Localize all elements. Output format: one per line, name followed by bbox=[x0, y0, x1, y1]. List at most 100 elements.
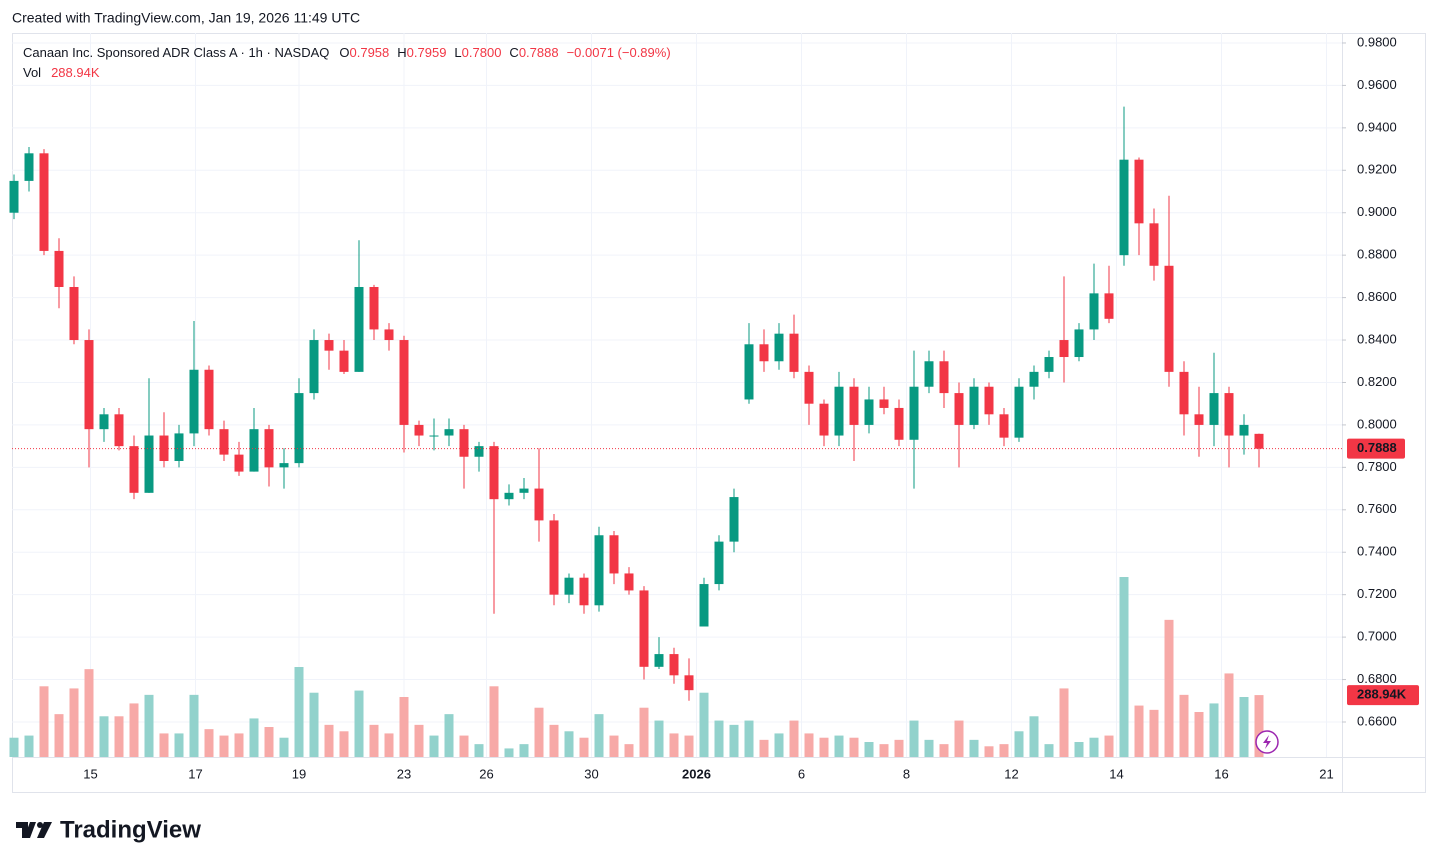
y-tick-label: 0.7600 bbox=[1357, 501, 1397, 516]
volume-bar bbox=[819, 737, 829, 757]
candle-body bbox=[1239, 424, 1249, 436]
candle-body bbox=[444, 429, 454, 436]
ohlc-value: 0.7959 bbox=[407, 45, 447, 60]
volume-bar bbox=[579, 737, 589, 757]
volume-bar bbox=[699, 692, 709, 757]
volume-bar bbox=[204, 729, 214, 757]
volume-bar bbox=[759, 739, 769, 757]
volume-bar bbox=[159, 733, 169, 757]
volume-bar bbox=[1029, 716, 1039, 757]
volume-bar bbox=[114, 716, 124, 757]
candle-body bbox=[24, 153, 34, 181]
candle-body bbox=[924, 361, 934, 387]
last-price-tag bbox=[1347, 438, 1405, 459]
volume-bar bbox=[1149, 709, 1159, 757]
candle-body bbox=[954, 393, 964, 425]
volume-bar bbox=[999, 744, 1009, 757]
candle-body bbox=[789, 333, 799, 372]
volume-bar bbox=[1164, 619, 1174, 757]
y-tick-label: 0.9800 bbox=[1357, 34, 1397, 49]
candle-body bbox=[909, 386, 919, 440]
volume-bar bbox=[519, 744, 529, 757]
volume-bar bbox=[264, 727, 274, 757]
x-tick-label: 19 bbox=[292, 766, 306, 781]
candle-body bbox=[549, 520, 559, 595]
volume-bar bbox=[654, 720, 664, 757]
ohlc-value: 0.7958 bbox=[350, 45, 390, 60]
candle-body bbox=[609, 535, 619, 574]
candle-body bbox=[849, 386, 859, 425]
volume-tag bbox=[1347, 685, 1419, 706]
vol-value: 288.94K bbox=[51, 65, 100, 80]
x-tick-label: 16 bbox=[1214, 766, 1228, 781]
x-tick-label: 12 bbox=[1004, 766, 1018, 781]
x-tick-label: 2026 bbox=[682, 766, 711, 781]
volume-bar bbox=[1254, 695, 1264, 757]
volume-bar bbox=[294, 667, 304, 757]
x-tick-label: 6 bbox=[798, 766, 805, 781]
candle-body bbox=[1164, 265, 1174, 372]
candle-body bbox=[474, 446, 484, 457]
candle-body bbox=[1044, 357, 1054, 372]
legend-title: Canaan Inc. Sponsored ADR Class A · 1h ·… bbox=[23, 45, 329, 60]
ohlc-value: 0.7800 bbox=[462, 45, 502, 60]
candle-body bbox=[99, 414, 109, 430]
candle-body bbox=[819, 403, 829, 436]
volume-bar bbox=[1044, 744, 1054, 757]
candle-body bbox=[144, 435, 154, 493]
volume-bar bbox=[234, 733, 244, 757]
candle-body bbox=[1224, 393, 1234, 436]
volume-bar bbox=[549, 724, 559, 757]
x-tick-label: 8 bbox=[903, 766, 910, 781]
candle-body bbox=[264, 429, 274, 468]
volume-bar bbox=[144, 694, 154, 757]
candle-body bbox=[1014, 386, 1024, 438]
volume-bar bbox=[324, 724, 334, 757]
candle-body bbox=[624, 573, 634, 591]
candle-body bbox=[984, 386, 994, 415]
volume-bar bbox=[54, 714, 64, 757]
volume-bar bbox=[459, 735, 469, 757]
candle-body bbox=[684, 675, 694, 691]
volume-bar bbox=[189, 694, 199, 757]
candle-body bbox=[1104, 293, 1114, 319]
volume-bar bbox=[489, 686, 499, 757]
candle-body bbox=[699, 584, 709, 627]
volume-bar bbox=[1134, 705, 1144, 757]
y-tick-label: 0.8000 bbox=[1357, 416, 1397, 431]
y-tick-label: 0.7800 bbox=[1357, 459, 1397, 474]
candle-body bbox=[279, 463, 289, 468]
volume-bar bbox=[444, 714, 454, 757]
candle-body bbox=[1074, 329, 1084, 358]
volume-bar bbox=[1179, 694, 1189, 757]
candle-body bbox=[384, 329, 394, 341]
candle-body bbox=[399, 340, 409, 425]
candle-body bbox=[354, 286, 364, 372]
y-tick-label: 0.7400 bbox=[1357, 544, 1397, 559]
volume-bar bbox=[1119, 577, 1129, 757]
candle-body bbox=[969, 386, 979, 425]
candle-body bbox=[1254, 433, 1264, 449]
volume-bar bbox=[534, 707, 544, 757]
volume-bar bbox=[1104, 735, 1114, 757]
volume-bar bbox=[939, 744, 949, 757]
candle-body bbox=[159, 435, 169, 461]
candle-body bbox=[744, 344, 754, 400]
lightning-icon[interactable] bbox=[1255, 730, 1279, 754]
candle-body bbox=[1029, 371, 1039, 387]
x-tick-label: 21 bbox=[1319, 766, 1333, 781]
x-tick-label: 17 bbox=[188, 766, 202, 781]
candle-body bbox=[1134, 159, 1144, 224]
volume-bar bbox=[339, 731, 349, 757]
candle-body bbox=[414, 424, 424, 436]
candle-body bbox=[729, 497, 739, 542]
candle-body bbox=[834, 386, 844, 436]
candle-body bbox=[69, 286, 79, 341]
volume-bar bbox=[969, 739, 979, 757]
ohlc-label: O bbox=[339, 45, 349, 60]
y-tick-label: 0.8200 bbox=[1357, 374, 1397, 389]
volume-bar bbox=[1239, 697, 1249, 757]
candle-body bbox=[309, 340, 319, 394]
volume-bar bbox=[684, 735, 694, 757]
volume-bar bbox=[69, 688, 79, 757]
